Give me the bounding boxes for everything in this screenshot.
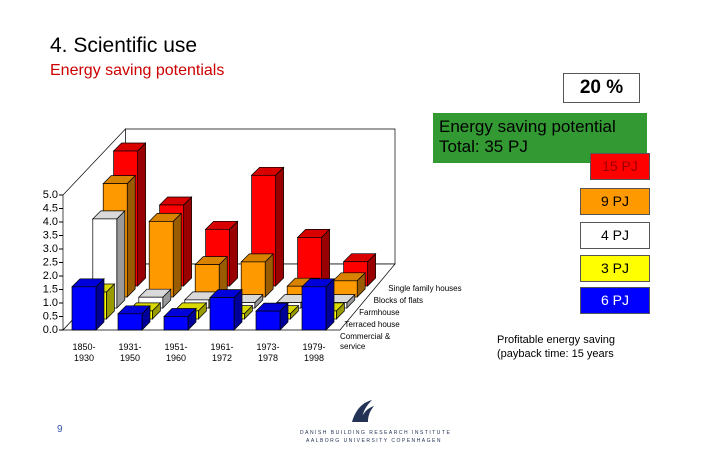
y-tick-label: 2.0 bbox=[43, 270, 58, 282]
page-number: 9 bbox=[57, 424, 63, 435]
bar-side bbox=[275, 166, 284, 287]
bar bbox=[255, 302, 289, 331]
bar-side bbox=[137, 142, 146, 287]
bar-front bbox=[301, 286, 327, 331]
bar-side bbox=[95, 277, 105, 331]
bar bbox=[296, 228, 331, 287]
y-tick-label: 0.5 bbox=[43, 310, 58, 322]
slide-subtitle: Energy saving potentials bbox=[50, 62, 225, 79]
x-tick-label: 1961- 1972 bbox=[210, 342, 234, 363]
slide-title: 4. Scientific use bbox=[50, 34, 198, 57]
potential-box: 9 PJ bbox=[580, 188, 650, 215]
bar-side bbox=[183, 196, 192, 287]
depth-label: Farmhouse bbox=[359, 308, 400, 317]
bar-side bbox=[325, 277, 335, 331]
university: AALBORG UNIVERSITY COPENHAGEN bbox=[306, 438, 442, 444]
y-tick-label: 4.0 bbox=[43, 216, 58, 228]
y-tick-label: 3.5 bbox=[43, 229, 58, 241]
bar bbox=[301, 277, 335, 331]
potential-box: 3 PJ bbox=[580, 255, 650, 282]
bar bbox=[240, 253, 275, 298]
bar bbox=[148, 212, 183, 298]
x-tick-label: 1931- 1950 bbox=[118, 342, 142, 363]
depth-label: Commercial & service bbox=[340, 332, 391, 351]
potential-box: 6 PJ bbox=[580, 287, 650, 314]
bar bbox=[163, 307, 197, 331]
depth-label: Blocks of flats bbox=[373, 296, 424, 305]
bar bbox=[71, 277, 105, 331]
y-tick-label: 1.5 bbox=[43, 283, 58, 295]
bar-front bbox=[209, 297, 235, 331]
y-tick-label: 5.0 bbox=[43, 189, 58, 201]
x-tick-label: 1850- 1930 bbox=[72, 342, 96, 363]
bar bbox=[117, 304, 151, 331]
bar-side bbox=[116, 210, 126, 309]
bar-front bbox=[117, 313, 143, 331]
institute: DANISH BUILDING RESEARCH INSTITUTE bbox=[300, 430, 452, 436]
depth-label: Terraced house bbox=[344, 320, 400, 329]
y-tick-label: 3.0 bbox=[43, 243, 58, 255]
logo bbox=[352, 400, 374, 422]
percent-box: 20 % bbox=[563, 73, 640, 103]
note: Profitable energy saving (payback time: … bbox=[497, 334, 616, 360]
x-tick-label: 1979- 1998 bbox=[302, 342, 326, 363]
y-tick-label: 2.5 bbox=[43, 256, 58, 268]
bar-front bbox=[163, 316, 189, 331]
bar-front bbox=[255, 310, 281, 331]
potential-box: 4 PJ bbox=[580, 222, 650, 249]
y-tick-label: 0.0 bbox=[43, 324, 58, 336]
depth-label: Single family houses bbox=[388, 284, 462, 293]
bar bbox=[332, 271, 367, 298]
bar-side bbox=[126, 174, 136, 298]
x-tick-label: 1973- 1978 bbox=[256, 342, 280, 363]
bar-side bbox=[321, 228, 330, 287]
potential-box: 15 PJ bbox=[590, 153, 650, 180]
bar-front bbox=[71, 286, 97, 331]
y-tick-label: 1.0 bbox=[43, 297, 58, 309]
y-tick-label: 4.5 bbox=[43, 202, 58, 214]
bar bbox=[209, 288, 243, 331]
x-tick-label: 1951- 1960 bbox=[164, 342, 188, 363]
bar bbox=[194, 255, 229, 298]
bar-front bbox=[148, 221, 174, 298]
bar-side bbox=[229, 220, 238, 287]
bar-side bbox=[172, 212, 182, 298]
bar-front bbox=[240, 261, 266, 298]
